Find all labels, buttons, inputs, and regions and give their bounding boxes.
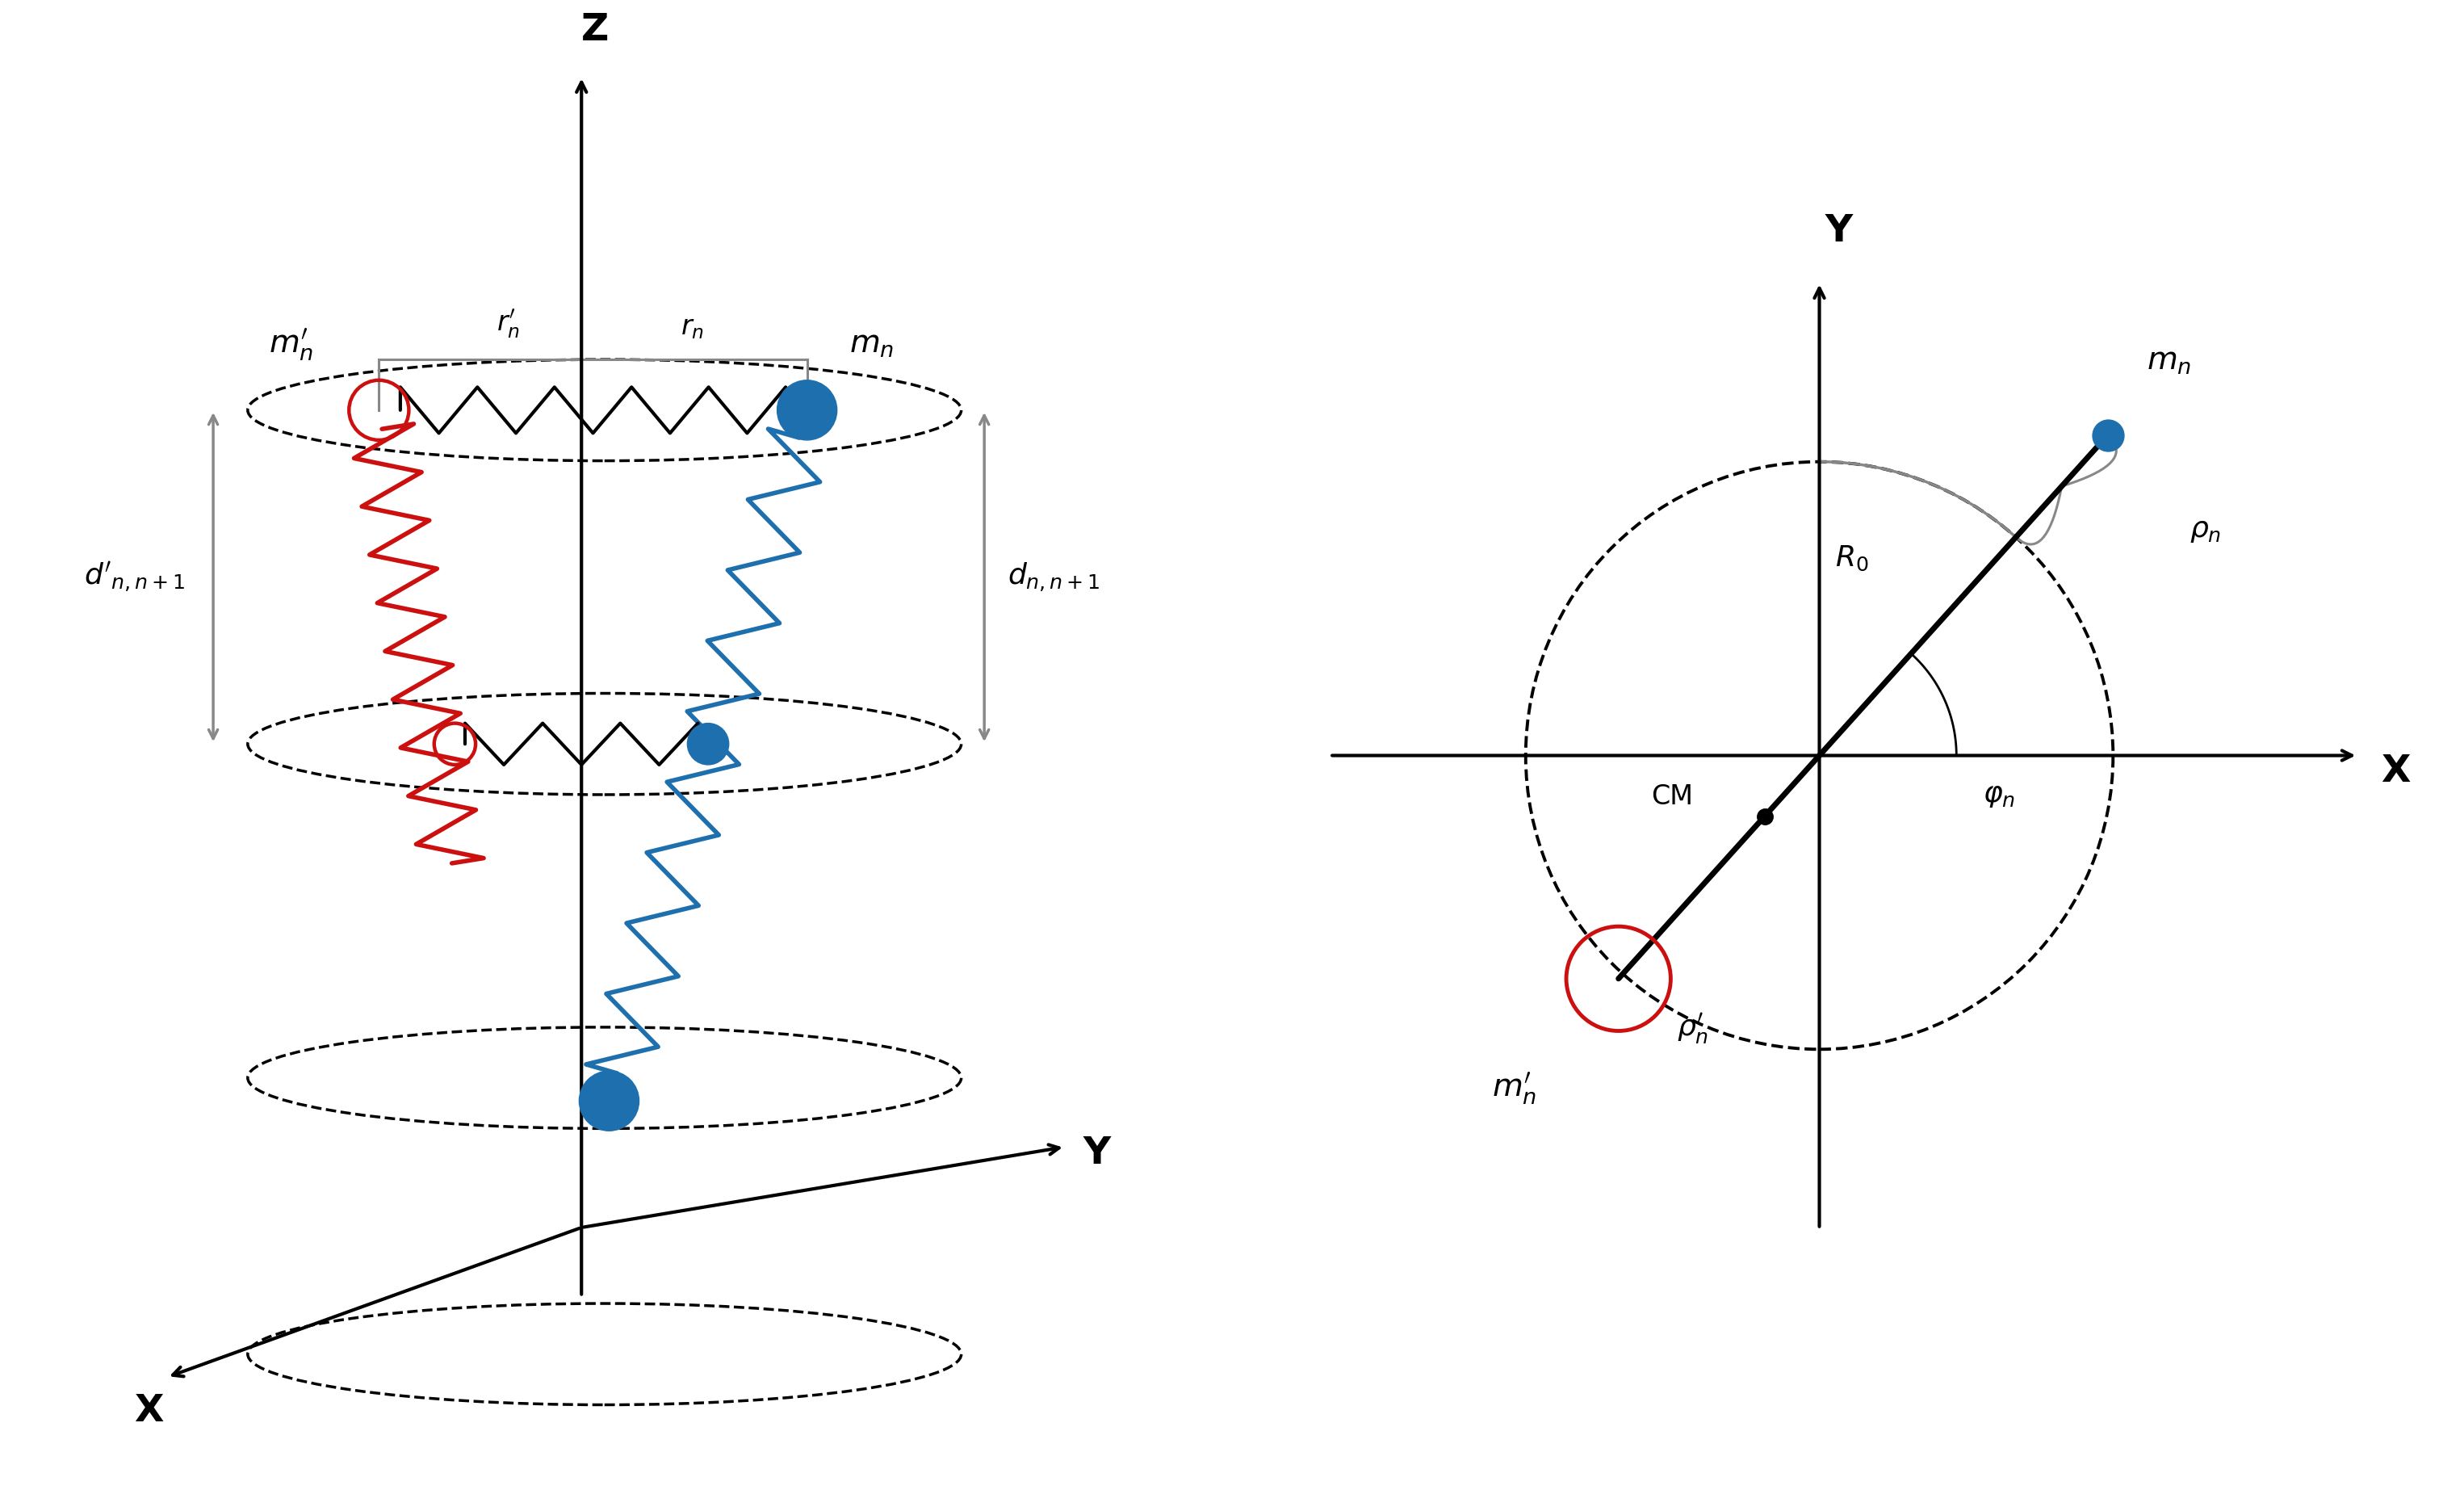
Circle shape	[579, 1071, 638, 1130]
Text: $d_{n,n+1}$: $d_{n,n+1}$	[1008, 561, 1099, 594]
Text: Z: Z	[582, 12, 609, 48]
Text: $\rho_n$: $\rho_n$	[2188, 517, 2220, 544]
Text: Y: Y	[1826, 213, 1853, 249]
Text: $R_0$: $R_0$	[1836, 544, 1868, 573]
Circle shape	[687, 724, 729, 765]
Text: X: X	[2380, 754, 2410, 790]
Text: CM: CM	[1651, 783, 1693, 810]
Text: $m_n'$: $m_n'$	[1491, 1070, 1538, 1106]
Text: $m_n$: $m_n$	[2146, 346, 2190, 376]
Text: $\rho_n'$: $\rho_n'$	[1678, 1011, 1710, 1046]
Text: $r_n$: $r_n$	[680, 314, 705, 341]
Text: X: X	[133, 1393, 163, 1429]
Text: $d'_{n,n+1}$: $d'_{n,n+1}$	[84, 561, 185, 594]
Text: Y: Y	[1084, 1136, 1111, 1173]
Text: $m_n$: $m_n$	[850, 328, 894, 360]
Text: $r_n'$: $r_n'$	[495, 308, 520, 341]
Text: $\varphi_n$: $\varphi_n$	[1984, 781, 2016, 808]
Text: $m_n'$: $m_n'$	[269, 326, 313, 363]
Circle shape	[776, 381, 838, 440]
